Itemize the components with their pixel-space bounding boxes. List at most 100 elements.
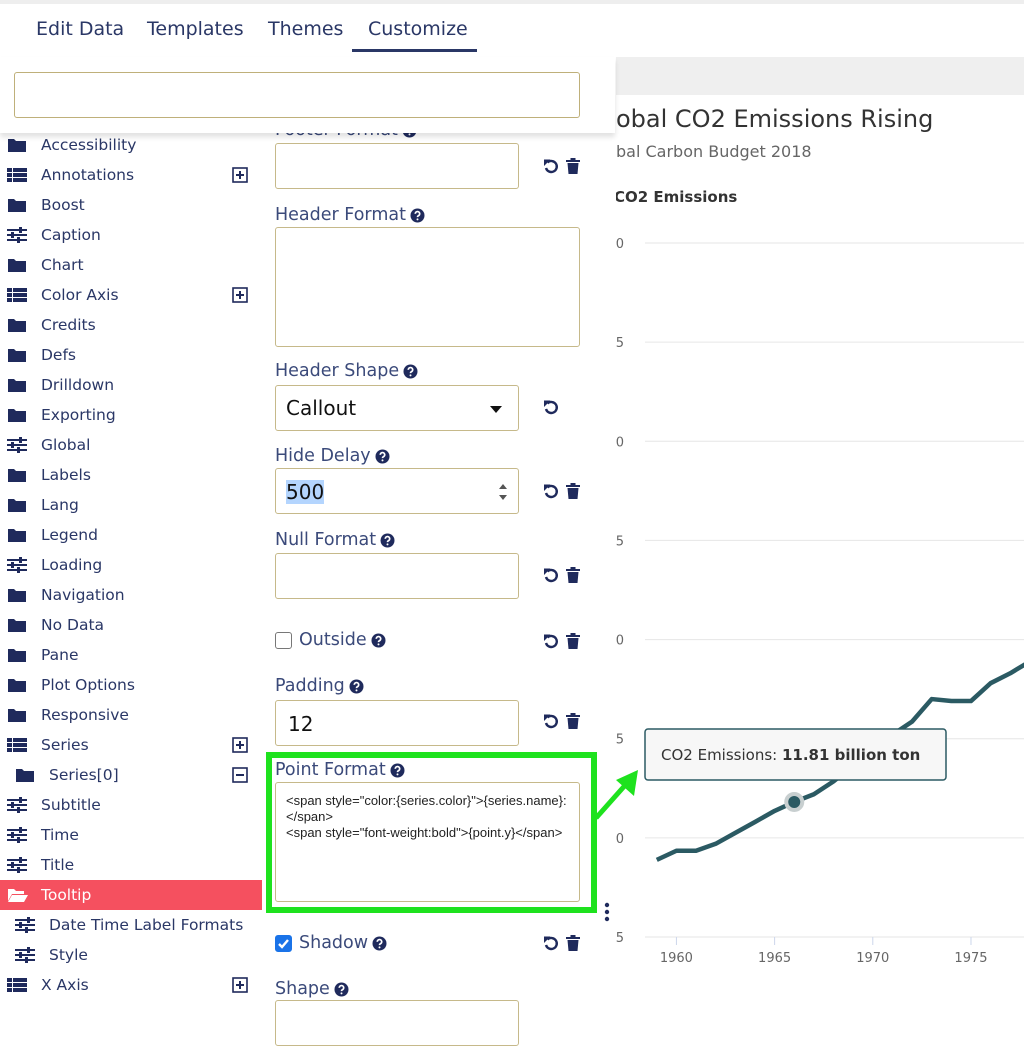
reset-button[interactable] — [543, 935, 559, 955]
checkbox[interactable] — [275, 935, 292, 952]
tree-row[interactable]: Credits — [0, 310, 262, 340]
label-text: Outside — [299, 630, 367, 650]
tree-toggle[interactable] — [232, 167, 248, 187]
tree-label: Global — [41, 436, 91, 454]
tree-label: Lang — [41, 496, 79, 514]
help-icon[interactable] — [403, 364, 418, 379]
tree-row[interactable]: Caption — [0, 220, 262, 250]
tree-row[interactable]: Color Axis — [0, 280, 262, 310]
tree-row[interactable]: Subtitle — [0, 790, 262, 820]
tree-row[interactable]: Series — [0, 730, 262, 760]
checkbox[interactable] — [275, 632, 292, 649]
textarea[interactable] — [275, 227, 580, 347]
tree-row[interactable]: Series[0] — [0, 760, 262, 790]
tree-icon — [7, 557, 27, 577]
help-icon[interactable] — [410, 208, 425, 223]
tree-toggle[interactable] — [232, 977, 248, 997]
tooltip-label: CO2 Emissions: — [661, 746, 782, 764]
spinner[interactable] — [498, 481, 508, 503]
tree-row[interactable]: Boost — [0, 190, 262, 220]
tree-row[interactable]: Navigation — [0, 580, 262, 610]
tree-row[interactable]: Date Time Label Formats — [0, 910, 262, 940]
tree-row[interactable]: Loading — [0, 550, 262, 580]
help-icon[interactable] — [334, 982, 349, 997]
tree-toggle[interactable] — [232, 737, 248, 757]
tab[interactable]: Customize — [368, 18, 468, 40]
reset-button[interactable] — [543, 633, 559, 653]
reset-button[interactable] — [543, 567, 559, 587]
text-input[interactable] — [275, 553, 519, 599]
tree-icon — [7, 587, 27, 607]
y-tick-label: 40 — [616, 237, 624, 252]
help-icon[interactable] — [371, 633, 386, 648]
tree-row[interactable]: Global — [0, 430, 262, 460]
delete-button[interactable] — [566, 483, 580, 503]
tab[interactable]: Themes — [268, 18, 344, 40]
text-input[interactable] — [275, 1000, 519, 1046]
number-input[interactable]: 500 — [275, 468, 519, 514]
delete-button[interactable] — [566, 158, 580, 178]
tree-row[interactable]: Time — [0, 820, 262, 850]
tree-row[interactable]: Tooltip — [0, 880, 262, 910]
tree-icon — [7, 317, 27, 337]
tree-icon — [7, 167, 27, 187]
tree-icon — [7, 347, 27, 367]
delete-button[interactable] — [566, 633, 580, 653]
delete-button[interactable] — [566, 567, 580, 587]
tree-row[interactable]: Exporting — [0, 400, 262, 430]
select-value: Callout — [286, 396, 357, 420]
label-text: Padding — [275, 676, 345, 696]
text-input[interactable] — [275, 143, 519, 189]
tree-icon — [7, 407, 27, 427]
field-label: Outside — [299, 630, 386, 650]
textarea[interactable]: <span style="color:{series.color}">{seri… — [275, 782, 580, 902]
tree-toggle[interactable] — [232, 767, 248, 787]
tree-row[interactable]: Title — [0, 850, 262, 880]
tab[interactable]: Templates — [147, 18, 244, 40]
tab-bar: Edit Data Templates Themes Customize — [0, 0, 1024, 57]
label-text: Header Format — [275, 205, 406, 225]
delete-button[interactable] — [566, 935, 580, 955]
tree-row[interactable]: Plot Options — [0, 670, 262, 700]
tree-row[interactable]: Lang — [0, 490, 262, 520]
tree-icon — [7, 797, 27, 817]
tree-row[interactable]: Defs — [0, 340, 262, 370]
help-icon[interactable] — [349, 679, 364, 694]
tree-row[interactable]: X Axis — [0, 970, 262, 1000]
tree-row[interactable]: Accessibility — [0, 130, 262, 160]
help-icon[interactable] — [390, 763, 405, 778]
tree-icon — [7, 857, 27, 877]
select[interactable]: Callout — [275, 385, 519, 431]
y-tick-label: 5 — [616, 931, 624, 946]
reset-button[interactable] — [543, 158, 559, 178]
reset-button[interactable] — [543, 483, 559, 503]
tree-toggle[interactable] — [232, 287, 248, 307]
tree-row[interactable]: Responsive — [0, 700, 262, 730]
tree-icon — [7, 737, 27, 757]
tree-label: X Axis — [41, 976, 89, 994]
tree-row[interactable]: Drilldown — [0, 370, 262, 400]
help-icon[interactable] — [372, 936, 387, 951]
tree-row[interactable]: Legend — [0, 520, 262, 550]
tree-icon — [7, 497, 27, 517]
tab[interactable]: Edit Data — [36, 18, 125, 40]
tree-row[interactable]: Annotations — [0, 160, 262, 190]
tree-row[interactable]: No Data — [0, 610, 262, 640]
reset-button[interactable] — [543, 399, 559, 419]
tree-icon — [7, 527, 27, 547]
tree-row[interactable]: Style — [0, 940, 262, 970]
tab-underline — [352, 49, 477, 52]
tree-icon — [7, 257, 27, 277]
chart-subtitle: bal Carbon Budget 2018 — [616, 142, 812, 161]
tree-row[interactable]: Labels — [0, 460, 262, 490]
more-menu[interactable] — [602, 902, 612, 922]
tree-row[interactable]: Pane — [0, 640, 262, 670]
delete-button[interactable] — [566, 713, 580, 733]
reset-button[interactable] — [543, 713, 559, 733]
tree-icon — [7, 647, 27, 667]
search-input[interactable] — [14, 72, 580, 118]
help-icon[interactable] — [375, 449, 390, 464]
tree-row[interactable]: Chart — [0, 250, 262, 280]
number-input[interactable]: 12 — [275, 700, 519, 746]
help-icon[interactable] — [380, 533, 395, 548]
